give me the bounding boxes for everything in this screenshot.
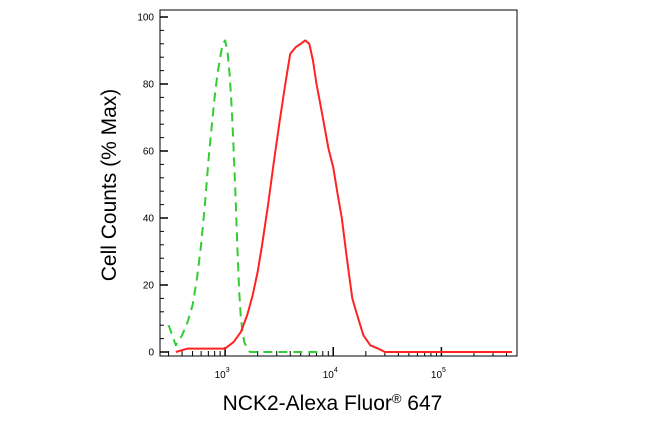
y-tick-label: 40 [143, 214, 155, 225]
x-axis-title: NCK2-Alexa Fluor® 647 [223, 391, 443, 415]
plot-frame [159, 9, 518, 357]
y-tick-label: 20 [143, 281, 155, 292]
y-tick-label: 60 [143, 147, 155, 158]
x-tick-label: 103 [215, 367, 230, 381]
control-histogram-line [167, 39, 323, 353]
y-axis-title: Cell Counts (% Max) [98, 89, 121, 282]
x-tick-label: 104 [323, 367, 338, 381]
x-tick-label: 105 [431, 367, 446, 381]
y-tick-label: 0 [148, 348, 154, 359]
y-tick-label: 100 [137, 13, 154, 24]
sample-histogram-line [175, 39, 513, 353]
y-tick-label: 80 [143, 80, 155, 91]
